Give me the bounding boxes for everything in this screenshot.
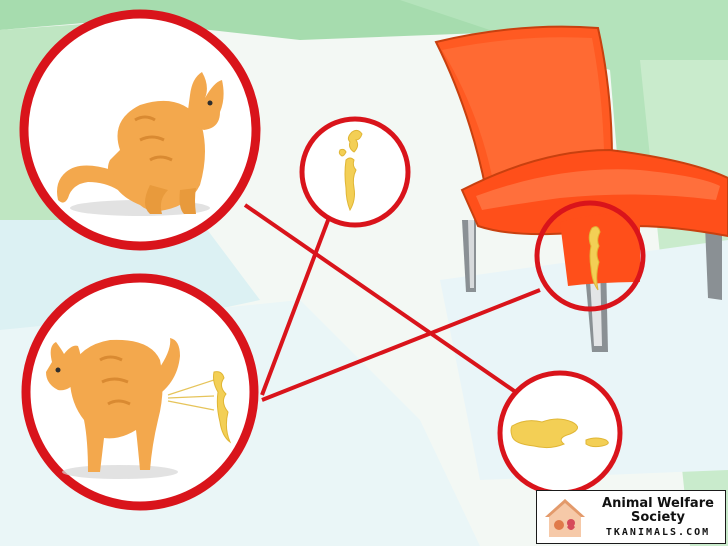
connector-line — [260, 214, 332, 396]
urine-drops-icon — [338, 129, 363, 212]
watermark-site: TKANIMALS.COM — [605, 527, 711, 538]
floor-puddle-callout — [497, 370, 623, 496]
cat-spraying-icon — [46, 338, 232, 479]
house-logo-icon — [545, 499, 585, 537]
cat-squatting-callout — [19, 9, 261, 251]
spray-lines — [167, 379, 215, 411]
chair-stain-icon — [588, 226, 601, 291]
chair-stain-callout — [534, 200, 646, 312]
connector-lines — [243, 203, 541, 402]
connector-line — [243, 203, 522, 397]
urine-drops-callout — [299, 116, 411, 228]
chair-icon — [434, 25, 728, 352]
cat-squatting-icon — [57, 72, 224, 216]
puddle-icon — [510, 418, 609, 449]
connector-line — [261, 288, 541, 402]
watermark-title: Animal Welfare Society — [602, 496, 714, 525]
cat-spraying-callout — [21, 273, 259, 511]
watermark-badge: Animal Welfare Society TKANIMALS.COM — [536, 490, 726, 544]
